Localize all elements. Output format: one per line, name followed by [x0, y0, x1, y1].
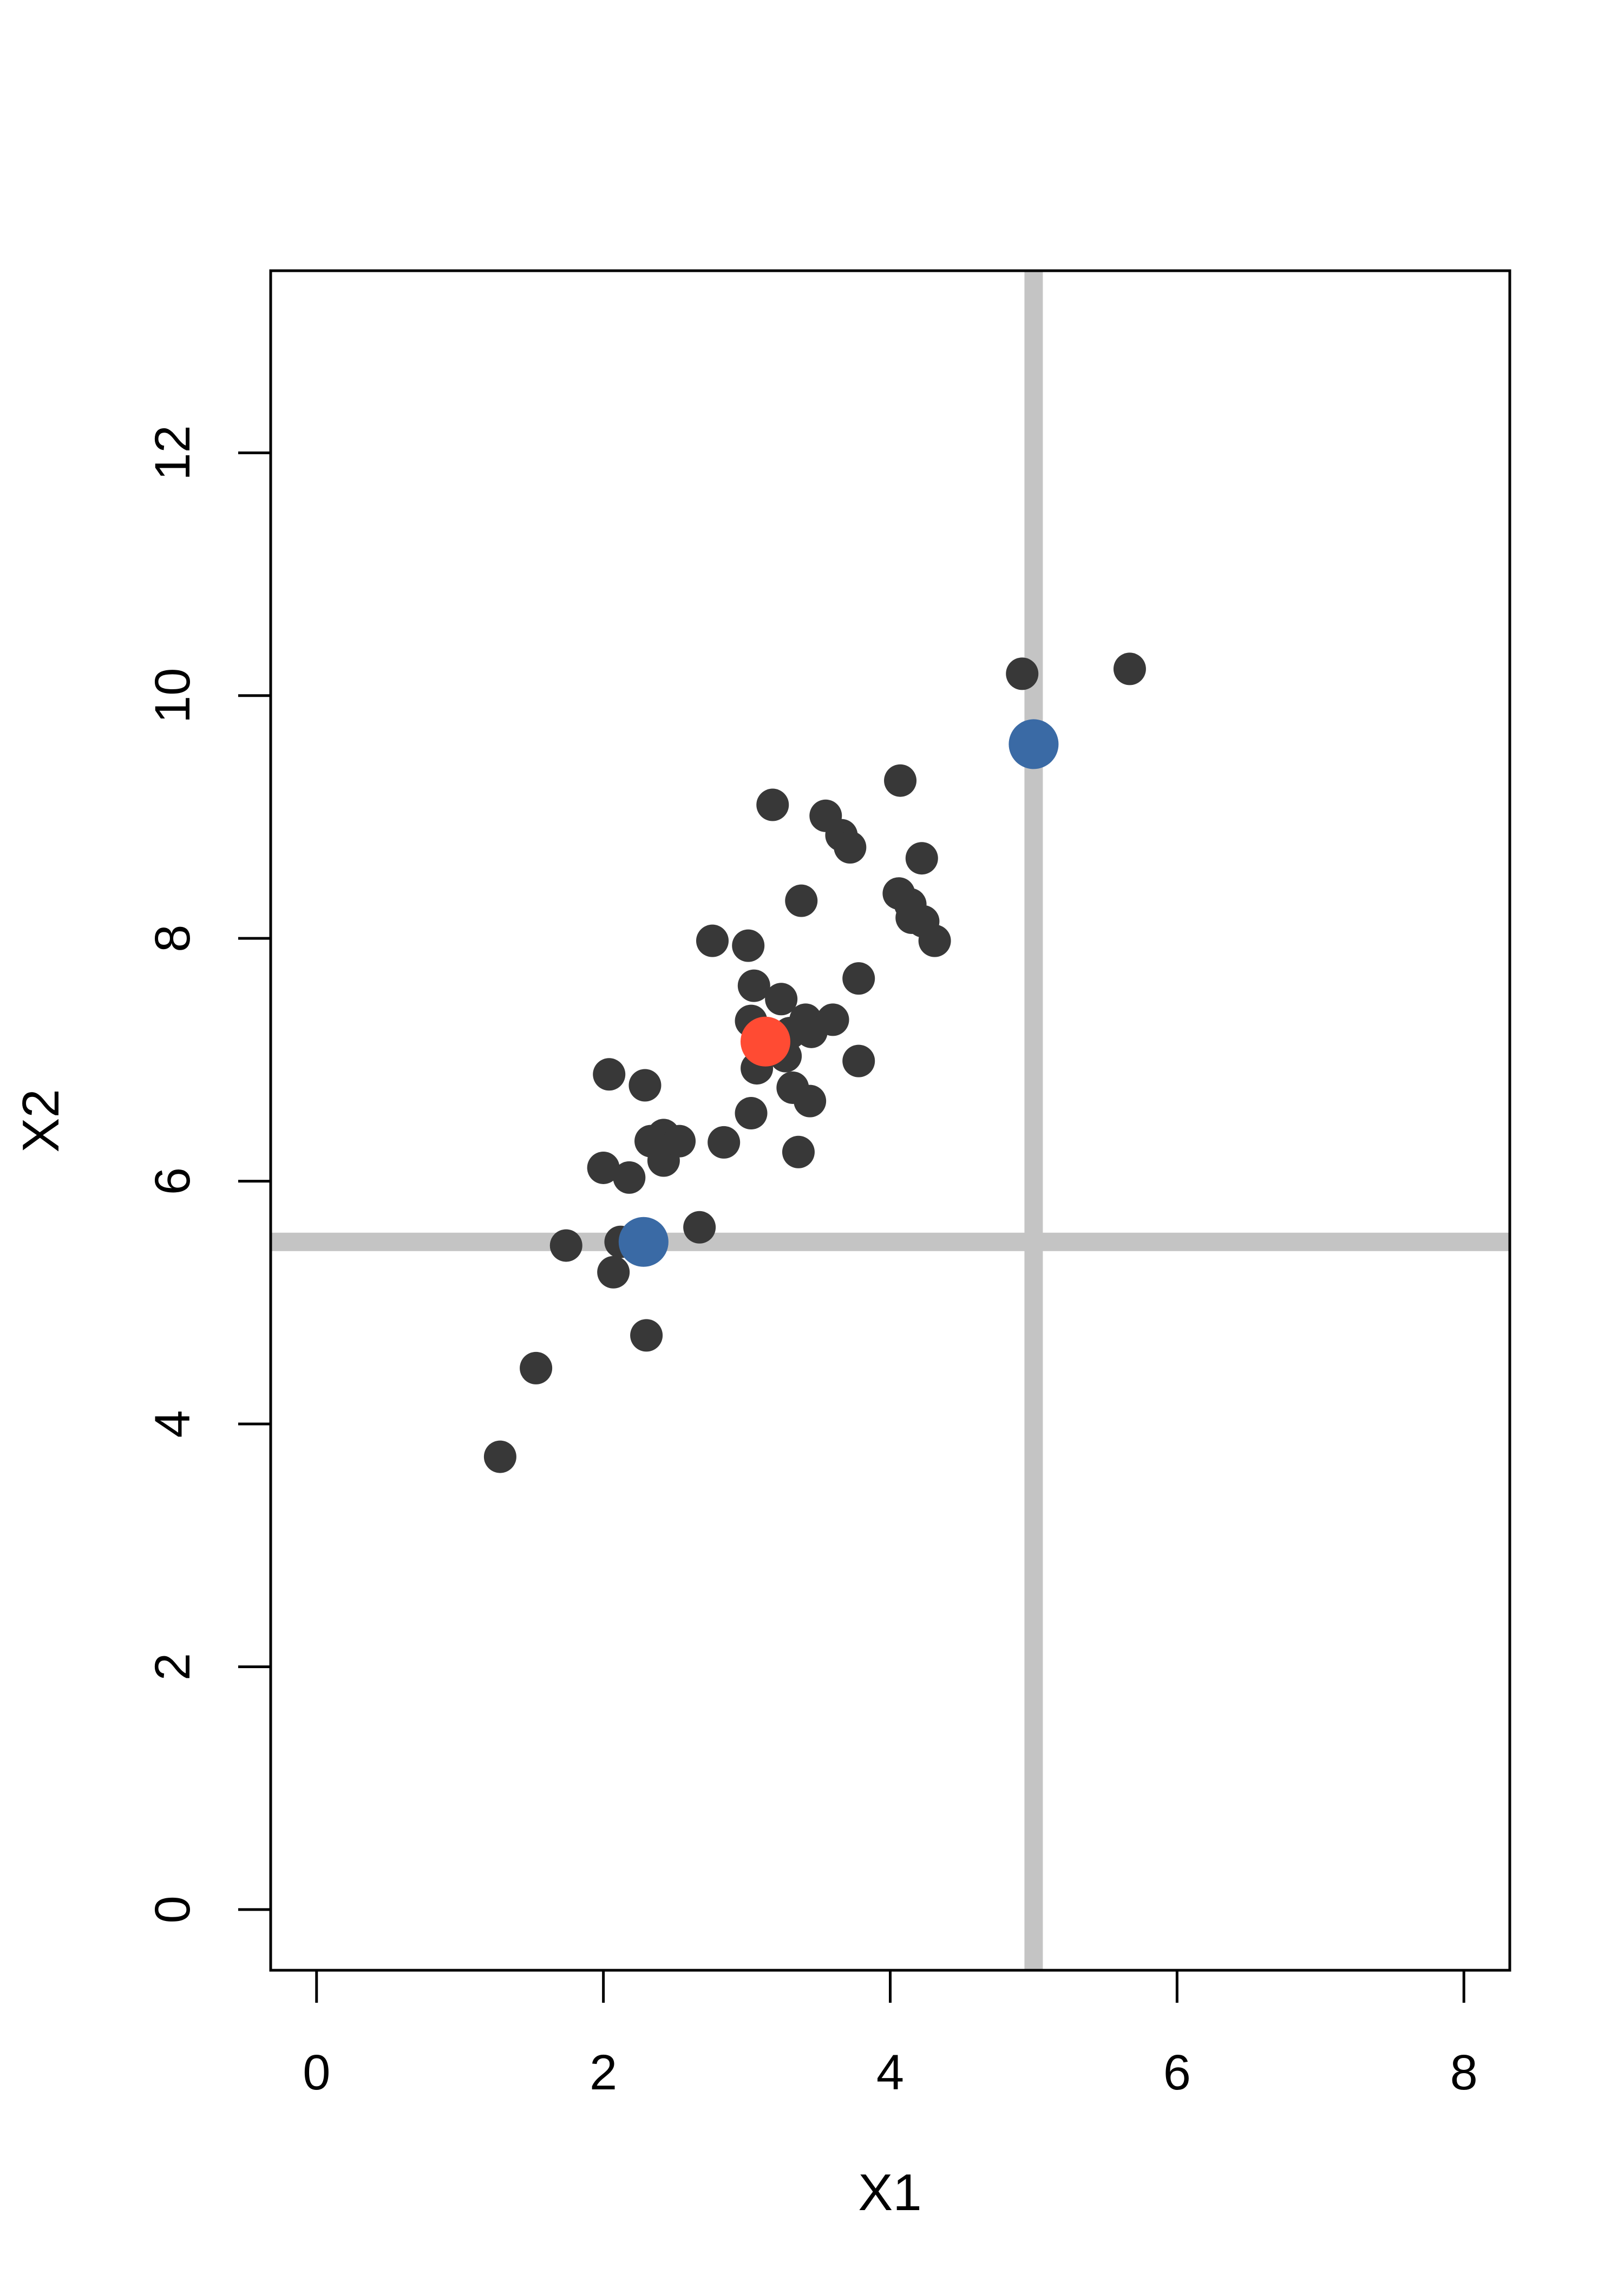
highlighted-point-0 [618, 1217, 669, 1267]
observations-point-1 [520, 1351, 553, 1384]
observations-point-13 [663, 1125, 696, 1158]
y-tick-label-8: 8 [145, 925, 200, 952]
observations-point-16 [696, 924, 729, 957]
y-tick-label-2: 2 [145, 1653, 200, 1681]
y-axis-title: X2 [12, 1089, 70, 1152]
observations-point-33 [816, 1003, 849, 1036]
y-tick-label-12: 12 [145, 425, 200, 480]
observations-point-22 [756, 788, 789, 821]
y-tick-label-6: 6 [145, 1167, 200, 1195]
observations-point-7 [613, 1161, 646, 1194]
x-tick-label-2: 2 [590, 2045, 617, 2100]
y-axis: 0 2 4 6 8 10 12 [145, 425, 272, 1923]
observations-point-2 [549, 1229, 582, 1262]
reference-lines [271, 271, 1510, 1970]
observations-point-37 [842, 1044, 875, 1077]
observations-point-35 [834, 831, 867, 864]
observations-point-6 [587, 1151, 620, 1184]
observations-point-15 [708, 1126, 741, 1159]
x-axis-title: X1 [858, 2164, 921, 2221]
observations-point-45 [1006, 657, 1039, 690]
observations-point-46 [1113, 652, 1146, 685]
observations-point-8 [593, 1058, 626, 1091]
observations-point-14 [683, 1211, 716, 1244]
observations-point-36 [842, 962, 875, 995]
observations-point-27 [785, 884, 818, 917]
x-axis: 0 2 4 6 8 [303, 1969, 1478, 2100]
observations-point-28 [782, 1135, 815, 1168]
observations-point-42 [905, 842, 938, 875]
observations-point-0 [483, 1440, 516, 1473]
x-tick-label-6: 6 [1163, 2045, 1191, 2100]
observations-point-17 [732, 929, 765, 962]
observations-point-21 [735, 1097, 768, 1130]
x-tick-label-4: 4 [876, 2045, 904, 2100]
highlighted-point-1 [1009, 719, 1059, 769]
x-tick-label-8: 8 [1450, 2045, 1478, 2100]
y-tick-label-0: 0 [145, 1896, 200, 1923]
observations-point-5 [630, 1319, 663, 1352]
y-tick-label-10: 10 [145, 668, 200, 723]
observations-point-38 [884, 764, 917, 797]
observations-point-9 [628, 1069, 662, 1102]
observations-point-30 [794, 1084, 827, 1118]
y-tick-label-4: 4 [145, 1410, 200, 1437]
mean-point-0 [741, 1016, 791, 1067]
x-tick-label-0: 0 [303, 2045, 330, 2100]
observations-point-3 [597, 1256, 630, 1289]
data-points [483, 652, 1146, 1473]
observations-point-19 [737, 969, 770, 1002]
observations-point-44 [918, 924, 951, 957]
observations-point-23 [765, 983, 798, 1016]
